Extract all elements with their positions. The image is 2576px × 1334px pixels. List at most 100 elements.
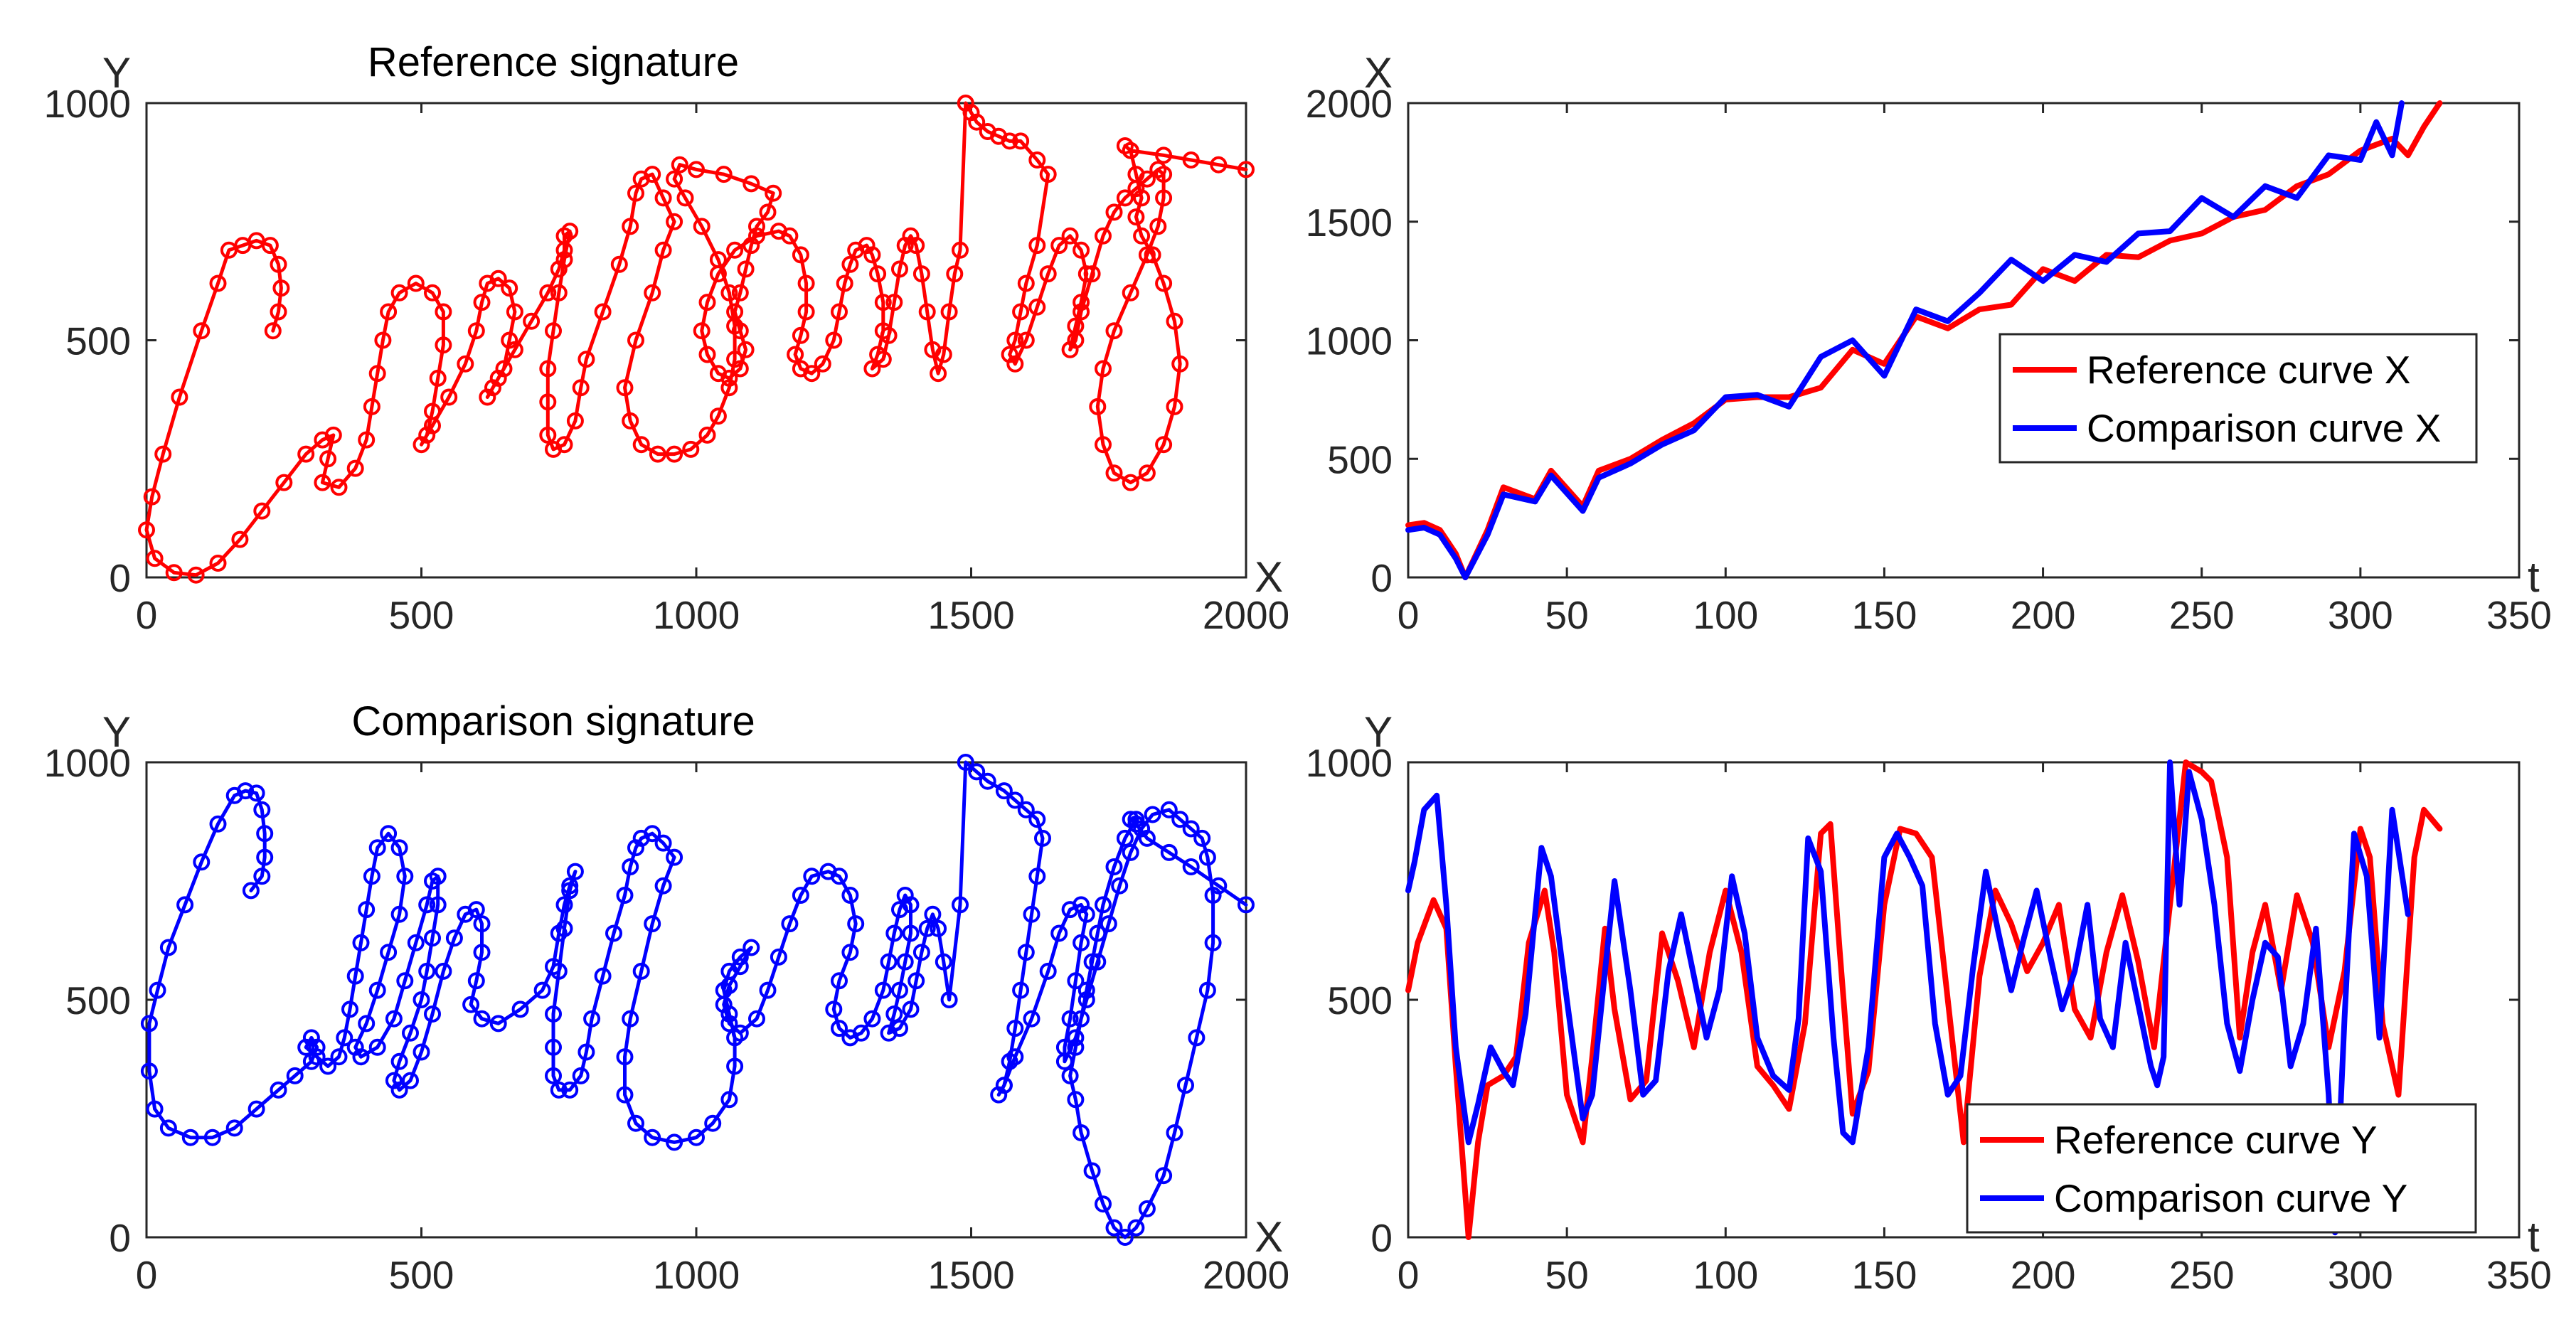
data-point	[380, 303, 398, 321]
x-tick-label: 250	[2169, 1253, 2235, 1297]
data-point	[561, 1081, 579, 1099]
data-point	[165, 564, 183, 582]
data-point	[1083, 1162, 1101, 1180]
data-point	[159, 939, 177, 956]
data-point	[720, 379, 738, 397]
x-tick-label: 50	[1545, 1253, 1589, 1297]
data-point	[341, 1000, 358, 1018]
data-point	[1238, 896, 1255, 914]
data-point	[413, 436, 430, 454]
data-point	[946, 265, 964, 283]
chart-title: Comparison signature	[351, 698, 755, 745]
data-point	[209, 274, 227, 292]
data-point	[891, 981, 908, 999]
data-point	[390, 1052, 408, 1070]
data-point	[539, 426, 557, 444]
data-point	[545, 322, 562, 340]
data-point	[533, 981, 551, 999]
data-point	[698, 346, 716, 363]
data-point	[759, 981, 777, 999]
data-point	[555, 896, 573, 914]
series-line-0	[1405, 759, 2443, 1240]
data-point	[979, 772, 996, 790]
data-point	[1067, 1038, 1085, 1056]
data-point	[424, 417, 441, 434]
data-point	[803, 365, 821, 383]
data-point	[644, 166, 661, 183]
data-point	[358, 1015, 376, 1032]
data-point	[1028, 151, 1046, 169]
data-point	[731, 360, 749, 378]
y-axis-label: X	[1364, 49, 1393, 97]
data-point	[644, 284, 661, 302]
data-point	[1077, 981, 1095, 999]
data-point	[358, 901, 376, 919]
data-point	[952, 241, 969, 259]
data-point	[380, 944, 398, 961]
data-point	[253, 801, 271, 818]
data-point	[1067, 1091, 1085, 1109]
data-point	[616, 379, 634, 397]
data-point	[885, 924, 903, 942]
x-axis-label: X	[1255, 1213, 1283, 1261]
data-point	[242, 882, 260, 900]
data-point	[1138, 464, 1156, 482]
data-point	[627, 331, 644, 349]
x-axis-label: t	[2528, 1213, 2540, 1261]
data-point	[1089, 953, 1107, 971]
data-point	[550, 284, 568, 302]
data-point	[1073, 294, 1090, 311]
data-point	[731, 322, 749, 340]
data-point	[940, 991, 958, 1008]
data-point	[720, 977, 738, 994]
data-point	[407, 934, 425, 951]
data-point	[1006, 791, 1024, 809]
data-point	[902, 924, 920, 942]
data-point	[1160, 801, 1178, 818]
data-point	[885, 294, 903, 311]
data-point	[457, 355, 474, 373]
data-point	[666, 213, 683, 230]
data-point	[154, 445, 172, 463]
data-point	[622, 858, 639, 875]
data-point	[781, 915, 799, 933]
data-point	[1188, 1029, 1205, 1047]
data-point	[1166, 312, 1183, 330]
data-point	[709, 365, 727, 383]
data-point	[935, 346, 952, 363]
data-point	[220, 241, 238, 259]
data-point	[935, 953, 952, 971]
data-point	[1133, 189, 1151, 207]
data-point	[1095, 1195, 1112, 1213]
data-point	[435, 303, 452, 321]
data-point	[1034, 829, 1051, 847]
data-point	[908, 237, 925, 255]
data-point	[225, 786, 243, 804]
data-point	[146, 1100, 164, 1118]
data-point	[1001, 132, 1018, 150]
data-point	[792, 887, 809, 904]
data-point	[140, 1062, 158, 1080]
data-point	[1083, 265, 1101, 283]
legend-label: Comparison curve X	[2087, 406, 2441, 450]
data-point	[748, 218, 765, 235]
data-point	[308, 1048, 326, 1066]
data-point	[539, 360, 557, 378]
data-point	[726, 303, 744, 321]
data-point	[1039, 962, 1057, 980]
data-point	[831, 868, 848, 885]
data-point	[1077, 905, 1095, 923]
data-point	[912, 265, 930, 283]
data-point	[1012, 981, 1030, 999]
data-point	[462, 996, 480, 1013]
data-point	[1028, 868, 1046, 885]
data-point	[863, 246, 881, 264]
data-point	[896, 953, 914, 971]
data-point	[676, 189, 694, 207]
data-point	[682, 440, 700, 458]
y-tick-label: 0	[1371, 1216, 1393, 1260]
data-point	[467, 901, 485, 919]
